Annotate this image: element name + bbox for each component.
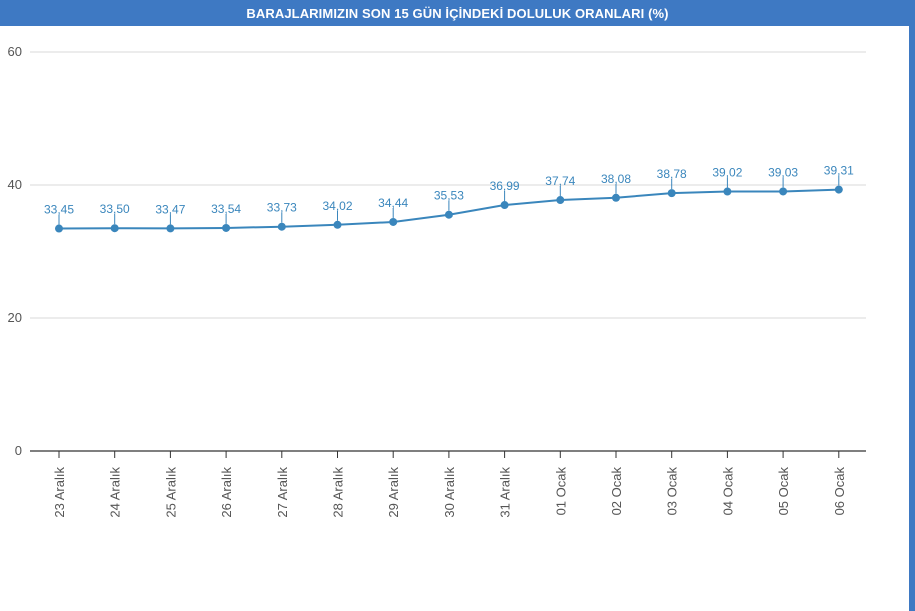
frame-edge xyxy=(909,26,915,611)
data-point[interactable] xyxy=(612,193,620,202)
data-point[interactable] xyxy=(444,210,453,219)
data-point[interactable] xyxy=(389,217,398,226)
data-point[interactable] xyxy=(834,185,843,194)
x-tick-label: 28 Aralık xyxy=(331,467,346,518)
x-tick-label: 27 Aralık xyxy=(275,467,290,518)
data-label: 39,03 xyxy=(768,165,798,179)
data-point[interactable] xyxy=(723,187,732,196)
data-label: 36,99 xyxy=(490,179,520,193)
y-axis-ticks: 0 20 40 60 xyxy=(8,44,22,458)
data-label: 33,45 xyxy=(44,203,74,217)
x-tick-label: 05 Ocak xyxy=(776,467,791,516)
data-point[interactable] xyxy=(500,201,509,210)
y-tick-label: 40 xyxy=(8,177,22,192)
x-tick-label: 31 Aralık xyxy=(498,467,513,518)
data-label: 33,50 xyxy=(100,202,130,216)
data-point[interactable] xyxy=(277,222,286,231)
y-tick-label: 60 xyxy=(8,44,22,59)
data-point[interactable] xyxy=(166,224,175,233)
data-label: 34,02 xyxy=(322,199,352,213)
data-label: 37,74 xyxy=(545,174,575,188)
data-point[interactable] xyxy=(222,223,231,232)
x-tick-label: 26 Aralık xyxy=(219,467,234,518)
data-label: 38,78 xyxy=(657,167,687,181)
data-labels: 33,45 33,50 33,47 33,54 33,73 34,02 34,44 35,53… xyxy=(44,164,854,225)
x-tick-label: 29 Aralık xyxy=(386,467,401,518)
series-points xyxy=(55,185,843,233)
y-tick-label: 0 xyxy=(15,443,22,458)
x-tick-label: 24 Aralık xyxy=(108,467,123,518)
data-point[interactable] xyxy=(779,187,788,196)
chart-title: BARAJLARIMIZIN SON 15 GÜN İÇİNDEKİ DOLUL… xyxy=(0,0,915,26)
x-tick-label: 01 Ocak xyxy=(553,467,568,516)
data-point[interactable] xyxy=(333,220,342,229)
data-label: 34,44 xyxy=(378,196,408,210)
data-point[interactable] xyxy=(556,196,565,205)
y-tick-label: 20 xyxy=(8,310,22,325)
x-tick-label: 30 Aralık xyxy=(442,467,457,518)
data-point[interactable] xyxy=(55,224,63,233)
data-label: 33,73 xyxy=(267,201,297,215)
grid-lines xyxy=(30,51,866,452)
data-point[interactable] xyxy=(110,224,119,233)
x-axis-ticks: 23 Aralık 24 Aralık 25 Aralık 26 Aralık 27 A… xyxy=(52,451,847,518)
data-label: 33,47 xyxy=(155,202,185,216)
data-label: 39,31 xyxy=(824,164,854,178)
data-label: 38,08 xyxy=(601,172,631,186)
x-tick-label: 04 Ocak xyxy=(720,467,735,516)
data-label: 35,53 xyxy=(434,189,464,203)
x-tick-label: 23 Aralık xyxy=(52,467,67,518)
x-tick-label: 02 Ocak xyxy=(609,467,624,516)
x-tick-label: 25 Aralık xyxy=(163,467,178,518)
data-label: 39,02 xyxy=(712,166,742,180)
x-tick-label: 03 Ocak xyxy=(665,467,680,516)
x-tick-label: 06 Ocak xyxy=(832,467,847,516)
data-point[interactable] xyxy=(667,189,676,198)
data-label: 33,54 xyxy=(211,202,241,216)
